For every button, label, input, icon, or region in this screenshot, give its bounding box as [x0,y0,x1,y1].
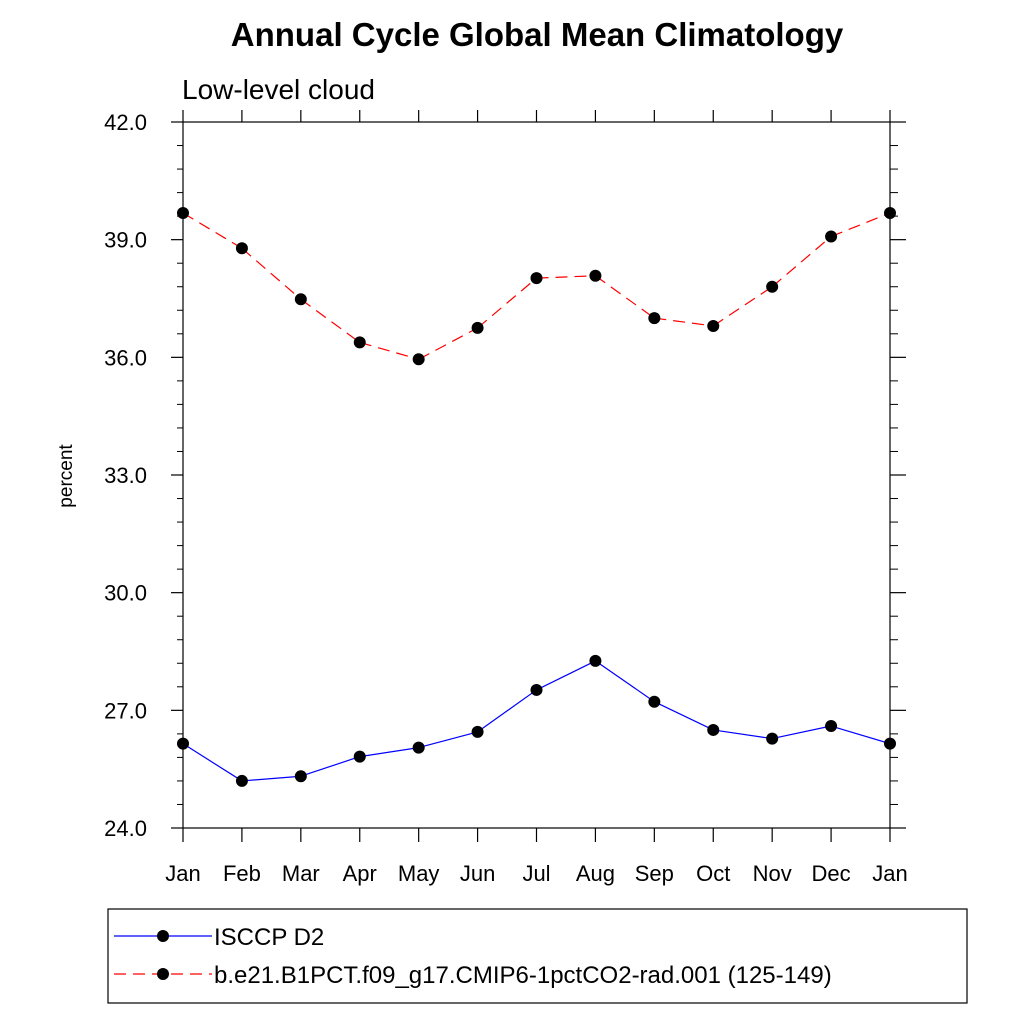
x-tick-label: May [398,861,440,886]
data-point [294,770,307,783]
data-point [589,654,602,667]
series-line-segment [830,212,891,238]
x-tick-label: Dec [812,861,851,886]
data-point [235,774,248,787]
data-point [766,280,779,293]
data-point [471,321,484,334]
series-line-segment [536,275,596,279]
data-point [530,272,543,285]
legend: ISCCP D2 b.e21.B1PCT.f09_g17.CMIP6-1pctCO… [107,908,968,1004]
data-point [825,230,838,243]
y-tick-label: 33.0 [104,463,147,488]
data-point [412,741,425,754]
y-axis-label: percent [56,444,77,508]
chart-subtitle: Low-level cloud [182,74,375,105]
data-point [884,737,896,750]
series-line-segment [241,775,301,782]
legend-label: b.e21.B1PCT.f09_g17.CMIP6-1pctCO2-rad.00… [214,962,832,989]
data-point [589,269,602,282]
series-line-segment [300,756,360,777]
data-point [707,319,720,332]
chart-title: Annual Cycle Global Mean Climatology [231,16,844,53]
x-tick-label: Oct [696,861,730,886]
legend-entry: ISCCP D2 [114,924,324,951]
data-point [471,725,484,738]
legend-box [107,908,968,1004]
series-line-segment [772,725,832,740]
data-point [353,336,366,349]
y-tick-label: 30.0 [104,581,147,606]
data-point [294,293,307,306]
y-tick-label: 39.0 [104,228,147,253]
series-line-segment [182,212,243,249]
series-line-segment [830,725,891,745]
y-tick-label: 27.0 [104,698,147,723]
plot-frame [182,121,891,829]
series-line-segment [241,247,302,300]
series-line-segment [418,731,478,749]
data-point [825,720,838,733]
series-line-segment [477,689,537,733]
x-tick-label: Jul [522,861,550,886]
x-tick-label: Aug [576,861,615,886]
series-line-segment [654,317,714,327]
series-line-segment [418,327,478,360]
x-tick-label: Feb [223,861,261,886]
data-point [235,242,248,255]
series-line-segment [595,660,655,703]
data-point [648,312,661,325]
legend-marker [157,930,169,942]
series-line-segment [359,341,419,360]
data-point [766,732,779,745]
data-point [884,206,896,219]
series-layer [177,206,896,787]
series-1-line [182,212,891,360]
data-point [707,723,720,736]
series-line-segment [300,298,361,343]
series-0-points [177,654,896,787]
data-point [648,695,661,708]
y-tick-label: 24.0 [104,816,147,841]
axis-ticks: 24.0 27.0 30.0 33.0 36.0 39.0 42.0 Jan Feb Mar Apr… [104,110,908,886]
x-tick-label: Jun [460,861,495,886]
series-line-segment [771,236,832,288]
data-point [412,353,425,366]
series-line-segment [595,275,655,319]
series-line-segment [536,660,596,691]
legend-entry: b.e21.B1PCT.f09_g17.CMIP6-1pctCO2-rad.00… [114,962,832,989]
y-tick-label: 36.0 [104,345,147,370]
x-tick-label: Apr [343,861,377,886]
series-line-segment [712,286,773,327]
series-line-segment [654,701,714,731]
x-tick-label: Mar [282,861,320,886]
series-0-line [182,660,891,782]
data-point [177,737,189,750]
data-point [353,750,366,763]
series-line-segment [359,747,419,758]
x-tick-label: Jan [872,861,907,886]
data-point [530,683,543,696]
data-point [177,206,189,219]
series-line-segment [477,277,537,329]
legend-marker [157,968,169,980]
series-1-points [177,206,896,366]
series-line-segment [713,729,773,740]
x-tick-label: Sep [635,861,674,886]
legend-label: ISCCP D2 [214,924,324,951]
x-tick-label: Nov [753,861,792,886]
series-line-segment [182,743,243,782]
y-tick-label: 42.0 [104,110,147,135]
x-tick-label: Jan [165,861,200,886]
